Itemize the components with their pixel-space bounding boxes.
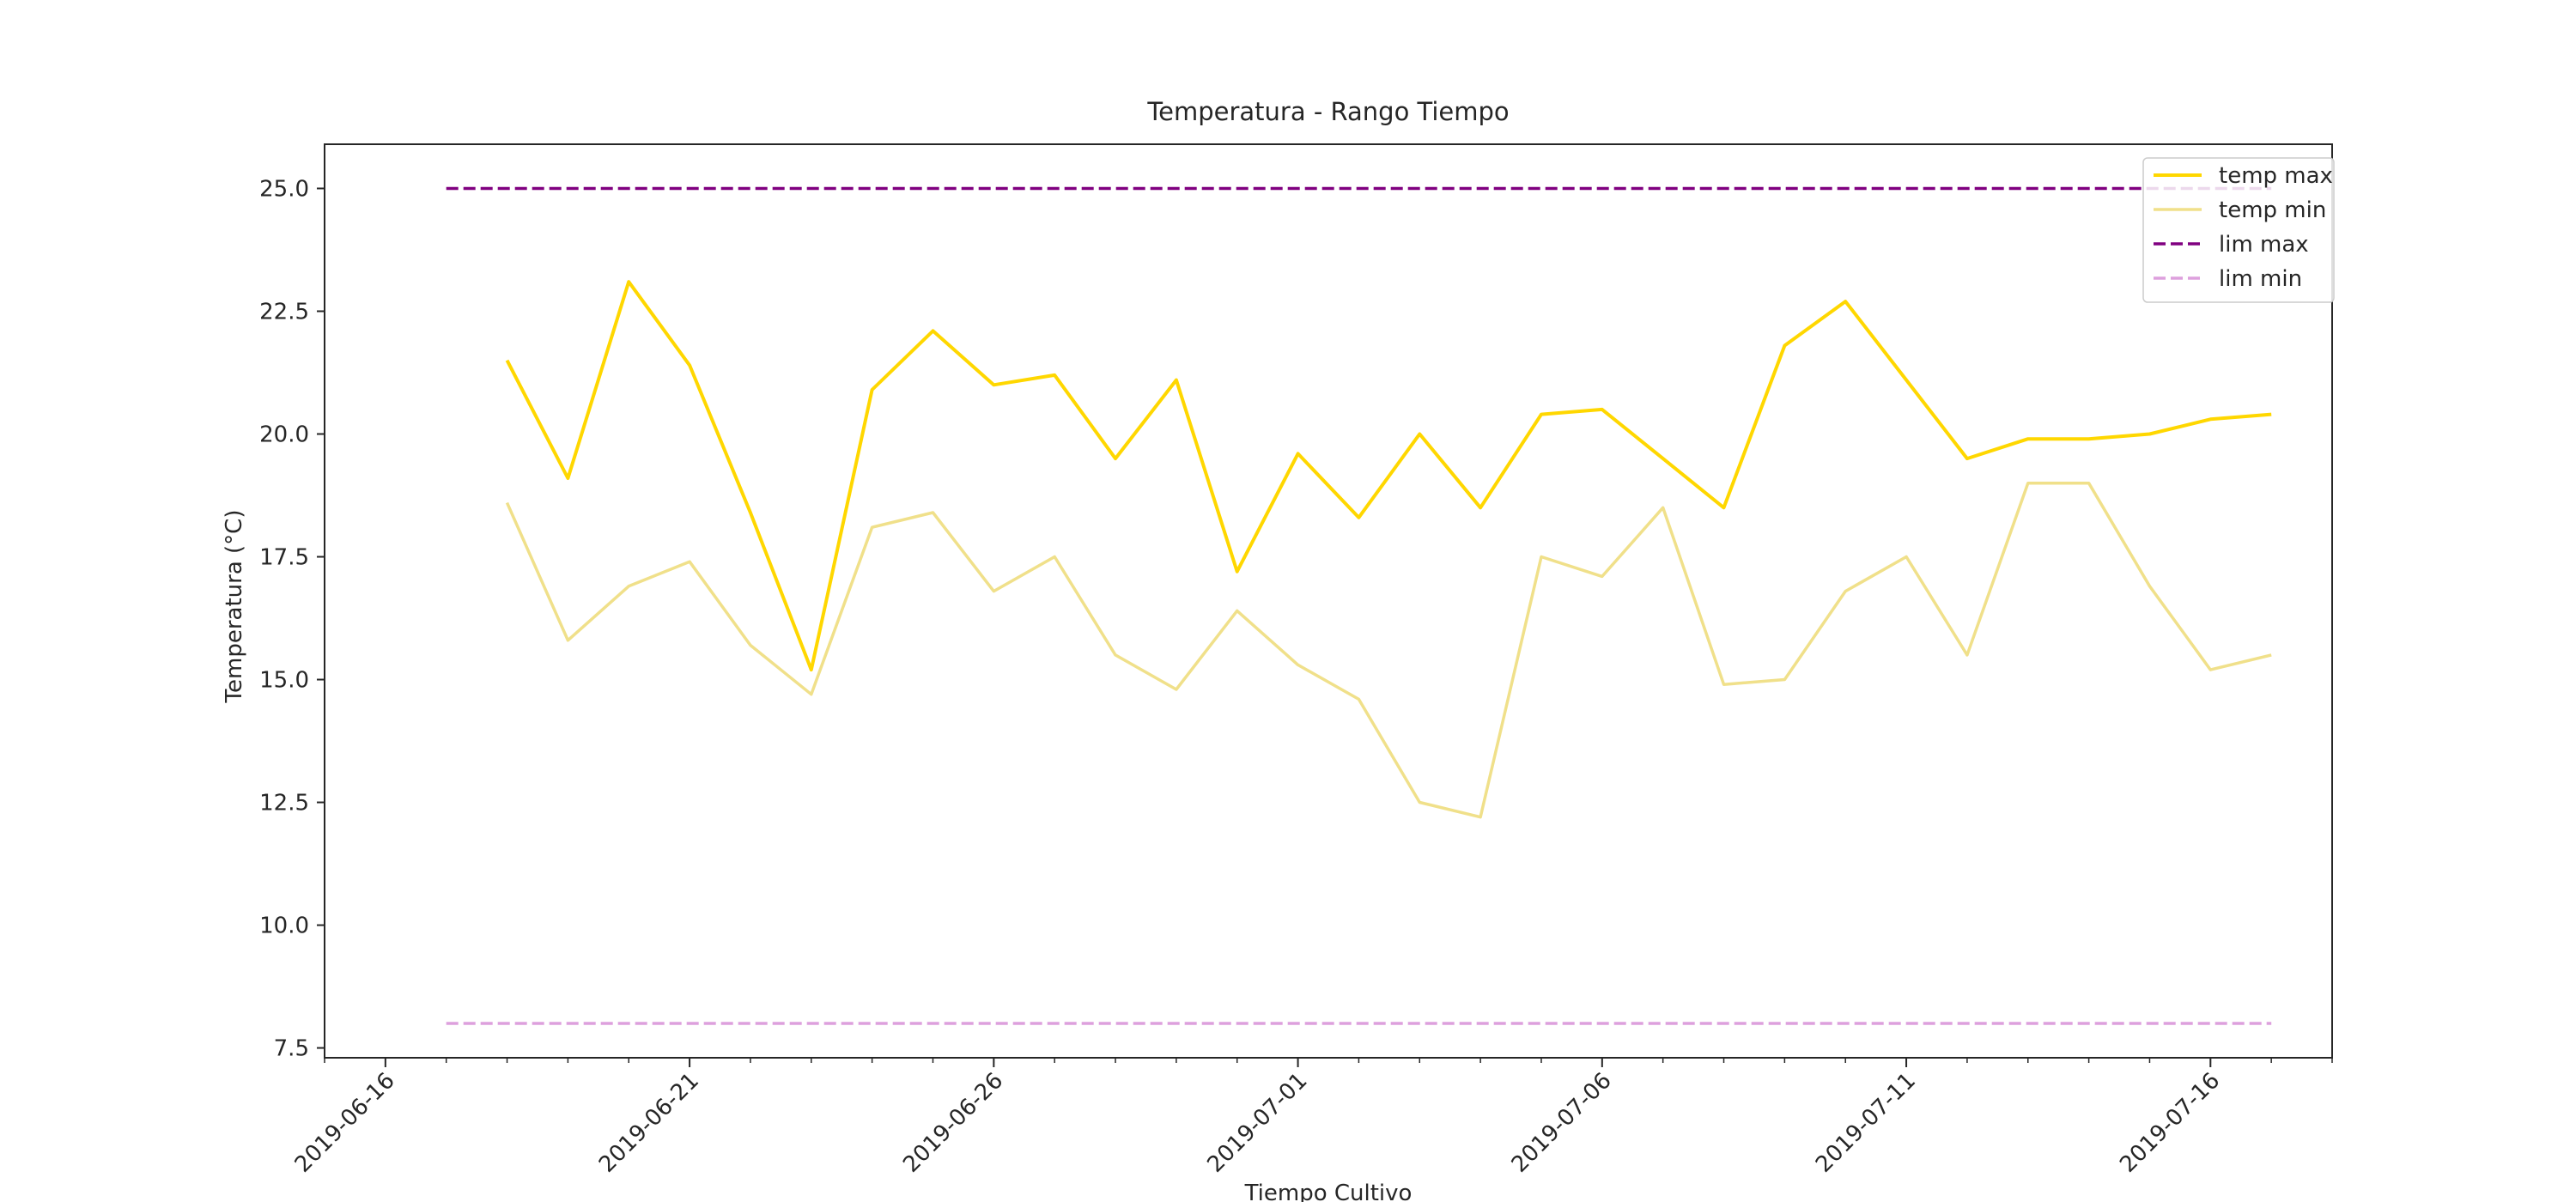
chart-title: Temperatura - Rango Tiempo (1146, 97, 1509, 126)
y-tick-label: 12.5 (259, 791, 309, 817)
x-tick-label: 2019-07-01 (1202, 1068, 1312, 1178)
legend-label-lim-max: lim max (2219, 232, 2309, 258)
x-tick-label: 2019-07-11 (1811, 1068, 1921, 1178)
y-tick-label: 22.5 (259, 299, 309, 325)
y-tick-label: 10.0 (259, 914, 309, 939)
x-axis-label: Tiempo Cultivo (1244, 1181, 1413, 1202)
series-line-temp-max (505, 280, 2272, 672)
y-tick-label: 25.0 (259, 176, 309, 202)
x-tick-label: 2019-06-16 (290, 1068, 400, 1178)
y-axis-label: Temperatura (°C) (222, 510, 247, 704)
legend-label-lim-min: lim min (2219, 266, 2302, 292)
series-line-temp-min (505, 481, 2272, 819)
y-tick-label: 17.5 (259, 545, 309, 571)
x-tick-label: 2019-06-26 (898, 1068, 1008, 1178)
y-tick-label: 20.0 (259, 422, 309, 448)
y-tick-label: 15.0 (259, 668, 309, 694)
legend-label-temp-min: temp min (2219, 197, 2326, 223)
plot-area-frame (324, 143, 2333, 1059)
x-tick-label: 2019-06-21 (594, 1068, 704, 1178)
legend-label-temp-max: temp max (2219, 163, 2333, 189)
x-tick-label: 2019-07-16 (2115, 1068, 2225, 1178)
legend-box (2142, 157, 2335, 303)
y-tick-label: 7.5 (274, 1036, 309, 1062)
x-tick-label: 2019-07-06 (1507, 1068, 1617, 1178)
